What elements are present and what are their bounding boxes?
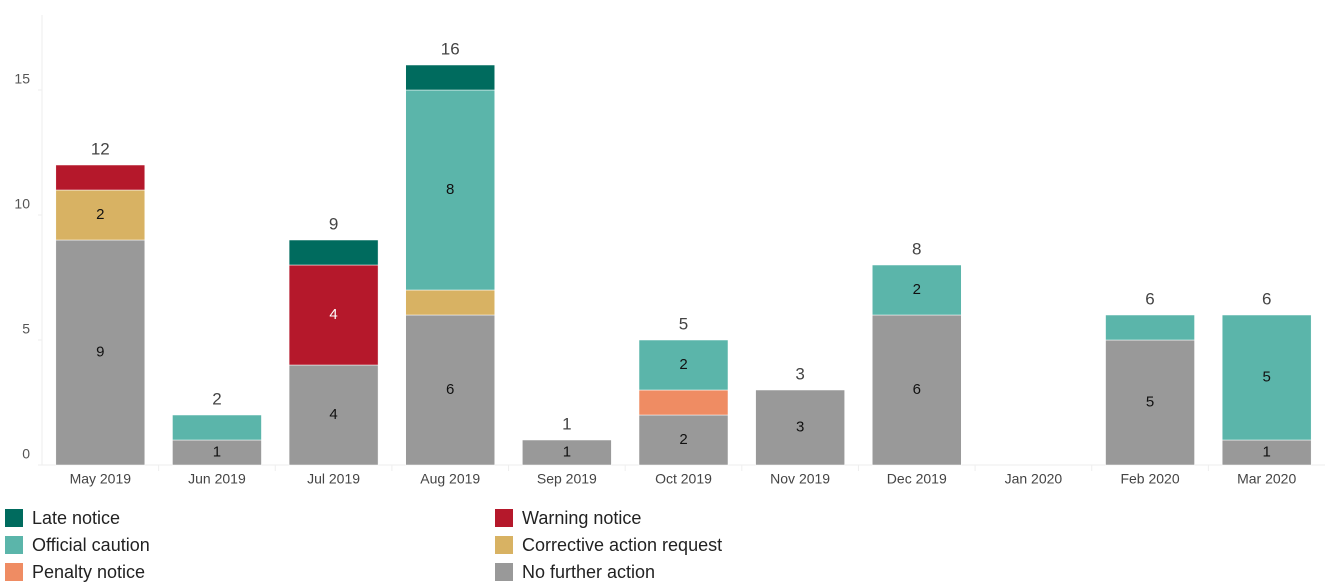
x-tick-label: Jul 2019 bbox=[307, 471, 360, 487]
bar-segment bbox=[55, 164, 146, 191]
bar-segment bbox=[288, 264, 379, 366]
legend-label: Corrective action request bbox=[522, 535, 722, 555]
x-tick-label: May 2019 bbox=[70, 471, 132, 487]
x-tick-label: Oct 2019 bbox=[655, 471, 712, 487]
x-tick-label: Aug 2019 bbox=[420, 471, 480, 487]
bar-segment bbox=[55, 239, 146, 466]
x-tick-label: Dec 2019 bbox=[887, 471, 947, 487]
total-label: 2 bbox=[212, 389, 221, 408]
segment-label: 2 bbox=[96, 206, 104, 223]
segment-label: 1 bbox=[213, 443, 221, 460]
total-label: 8 bbox=[912, 239, 921, 258]
total-label: 3 bbox=[795, 364, 804, 383]
x-tick-label: Nov 2019 bbox=[770, 471, 830, 487]
bar-segment bbox=[288, 239, 379, 266]
segment-label: 6 bbox=[913, 381, 921, 398]
bar-segment bbox=[522, 439, 612, 466]
bar-segment bbox=[1221, 439, 1312, 466]
segment-label: 6 bbox=[446, 381, 454, 398]
bar-segment bbox=[1105, 339, 1195, 466]
x-tick-label: Jan 2020 bbox=[1005, 471, 1063, 487]
x-tick-label: Mar 2020 bbox=[1237, 471, 1296, 487]
y-tick-label: 0 bbox=[22, 446, 30, 462]
bar-segment bbox=[405, 64, 495, 91]
total-label: 16 bbox=[441, 39, 460, 58]
bar-segment bbox=[1105, 314, 1195, 341]
segment-label: 2 bbox=[679, 356, 687, 373]
segment-label: 2 bbox=[913, 281, 921, 298]
bar-segment bbox=[405, 314, 495, 466]
y-tick-label: 10 bbox=[14, 196, 30, 212]
segment-label: 1 bbox=[563, 443, 571, 460]
y-tick-label: 15 bbox=[14, 71, 30, 87]
total-label: 5 bbox=[679, 314, 688, 333]
bar-segment bbox=[638, 339, 729, 391]
legend-swatch bbox=[495, 563, 513, 581]
legend-label: No further action bbox=[522, 562, 655, 582]
x-tick-label: Sep 2019 bbox=[537, 471, 597, 487]
legend-swatch bbox=[5, 509, 23, 527]
bar-segment bbox=[55, 189, 146, 241]
segment-label: 2 bbox=[679, 431, 687, 448]
legend-label: Penalty notice bbox=[32, 562, 145, 582]
bar-segment bbox=[288, 364, 379, 466]
segment-label: 5 bbox=[1263, 368, 1271, 385]
legend-swatch bbox=[495, 509, 513, 527]
segment-label: 4 bbox=[329, 306, 337, 323]
segment-label: 9 bbox=[96, 343, 104, 360]
legend-label: Warning notice bbox=[522, 508, 641, 528]
bar-segment bbox=[638, 414, 729, 466]
bar-segment bbox=[755, 389, 845, 466]
legend-label: Official caution bbox=[32, 535, 150, 555]
total-label: 1 bbox=[562, 414, 571, 433]
x-tick-label: Feb 2020 bbox=[1120, 471, 1179, 487]
bar-segment bbox=[405, 289, 495, 316]
total-label: 12 bbox=[91, 139, 110, 158]
total-label: 6 bbox=[1145, 289, 1154, 308]
segment-label: 8 bbox=[446, 181, 454, 198]
bar-segment bbox=[1221, 314, 1312, 441]
bar-segment bbox=[172, 439, 262, 466]
total-label: 6 bbox=[1262, 289, 1271, 308]
y-tick-label: 5 bbox=[22, 321, 30, 337]
segment-label: 5 bbox=[1146, 393, 1154, 410]
legend-swatch bbox=[495, 536, 513, 554]
segment-label: 1 bbox=[1263, 443, 1271, 460]
total-label: 9 bbox=[329, 214, 338, 233]
bar-segment bbox=[638, 389, 729, 416]
legend-label: Late notice bbox=[32, 508, 120, 528]
legend-swatch bbox=[5, 536, 23, 554]
legend-swatch bbox=[5, 563, 23, 581]
bar-segment bbox=[872, 264, 962, 316]
segment-label: 4 bbox=[329, 406, 337, 423]
segment-label: 3 bbox=[796, 418, 804, 435]
bar-segment bbox=[872, 314, 962, 466]
x-tick-label: Jun 2019 bbox=[188, 471, 246, 487]
bar-segment bbox=[172, 414, 262, 441]
